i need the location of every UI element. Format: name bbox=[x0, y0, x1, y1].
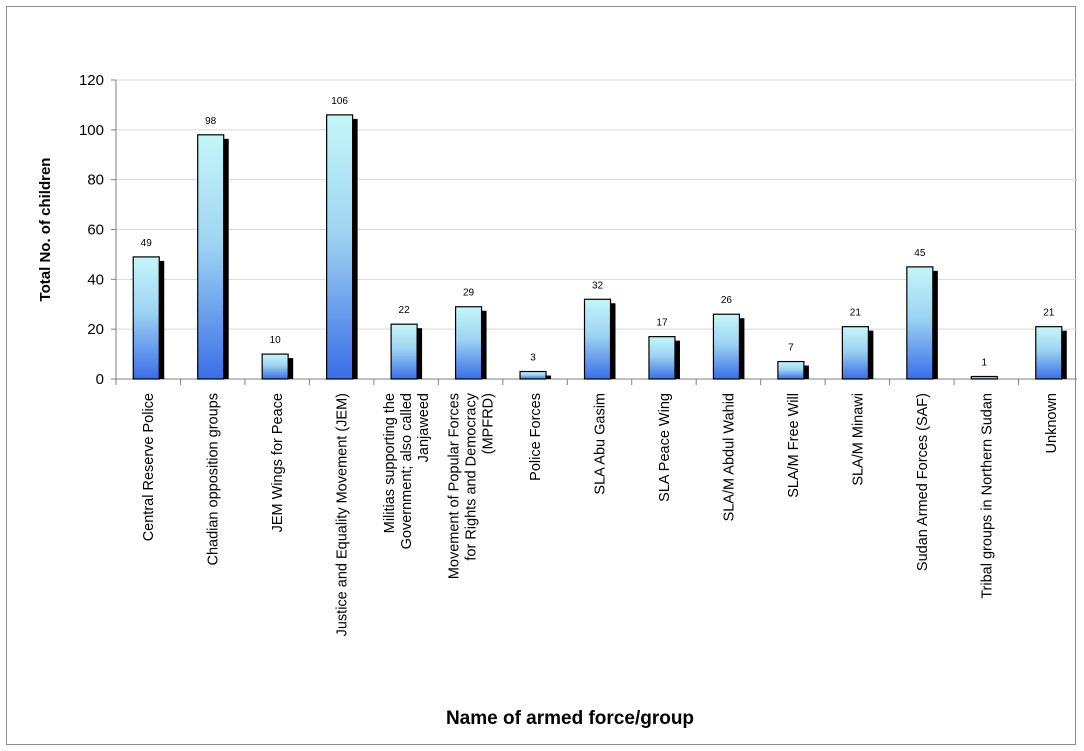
y-tick-label: 20 bbox=[87, 321, 104, 338]
y-tick-label: 0 bbox=[96, 371, 104, 388]
data-label: 49 bbox=[141, 238, 153, 249]
bar bbox=[132, 256, 160, 380]
data-label: 45 bbox=[914, 248, 926, 259]
bar bbox=[712, 313, 741, 380]
y-tick-label: 100 bbox=[79, 122, 104, 139]
bar bbox=[583, 298, 612, 380]
data-label: 29 bbox=[463, 288, 475, 299]
data-label: 17 bbox=[656, 318, 668, 329]
category-label: JEM Wings for Peace bbox=[270, 393, 286, 532]
bar bbox=[197, 134, 225, 380]
category-label: Janjaweed bbox=[416, 393, 432, 462]
chart-frame: 0 20 40 60 80 100 120 49 98 10 106 22 29 3 32 17 26 7 21 4… bbox=[6, 6, 1077, 745]
data-label: 106 bbox=[331, 96, 348, 107]
category-label: Police Forces bbox=[528, 393, 544, 481]
data-label: 32 bbox=[592, 280, 604, 291]
data-label: 3 bbox=[530, 353, 536, 364]
category-label: Movement of Popular Forces bbox=[447, 393, 463, 579]
category-label: Unknown bbox=[1044, 393, 1060, 453]
bar bbox=[390, 323, 418, 380]
category-label: SLA Abu Gasim bbox=[593, 393, 609, 495]
category-label: for Rights and Democracy bbox=[464, 392, 480, 560]
category-label: SLA/M Abdul Wahid bbox=[721, 393, 737, 521]
category-label: SLA/M Minawi bbox=[850, 393, 866, 486]
data-label: 1 bbox=[982, 358, 988, 369]
category-label: Government; also called bbox=[399, 393, 415, 549]
category-label: Sudan Armed Forces (SAF) bbox=[915, 393, 931, 571]
bar bbox=[648, 336, 676, 380]
bar bbox=[1035, 326, 1063, 380]
data-labels: 49 98 10 106 22 29 3 32 17 26 7 21 45 1 21 bbox=[141, 96, 1055, 369]
y-tick-label: 120 bbox=[79, 72, 104, 89]
category-labels: Central Reserve Police Chadian opposition… bbox=[141, 392, 1060, 636]
category-label: Militias supporting the bbox=[382, 393, 398, 533]
category-label: SLA/M Free Will bbox=[786, 393, 802, 498]
y-tick-label: 80 bbox=[87, 172, 104, 189]
data-label: 26 bbox=[721, 295, 733, 306]
category-label: SLA Peace Wing bbox=[657, 393, 673, 502]
x-axis-title: Name of armed force/group bbox=[446, 708, 694, 729]
bar bbox=[519, 370, 547, 380]
y-tick-label: 60 bbox=[87, 222, 104, 239]
data-label: 10 bbox=[270, 335, 282, 346]
y-axis-title: Total No. of children bbox=[37, 158, 54, 302]
bar bbox=[841, 326, 869, 380]
category-label: Tribal groups in Northern Sudan bbox=[979, 393, 995, 599]
data-label: 7 bbox=[788, 343, 794, 354]
category-label: Central Reserve Police bbox=[141, 393, 157, 541]
data-label: 22 bbox=[399, 305, 411, 316]
bar bbox=[777, 360, 805, 380]
data-label: 21 bbox=[1043, 308, 1055, 319]
bars bbox=[132, 114, 1067, 380]
data-label: 98 bbox=[205, 116, 217, 127]
bar bbox=[906, 266, 934, 380]
category-label: Chadian opposition groups bbox=[206, 393, 222, 566]
bar bbox=[970, 375, 998, 380]
bar bbox=[454, 306, 483, 380]
data-label: 21 bbox=[850, 308, 862, 319]
category-label: Justice and Equality Movement (JEM) bbox=[335, 393, 351, 636]
bar bbox=[261, 353, 289, 380]
y-tick-label: 40 bbox=[87, 271, 104, 288]
category-label: (MPFRD) bbox=[481, 393, 497, 454]
bar bbox=[326, 114, 354, 380]
